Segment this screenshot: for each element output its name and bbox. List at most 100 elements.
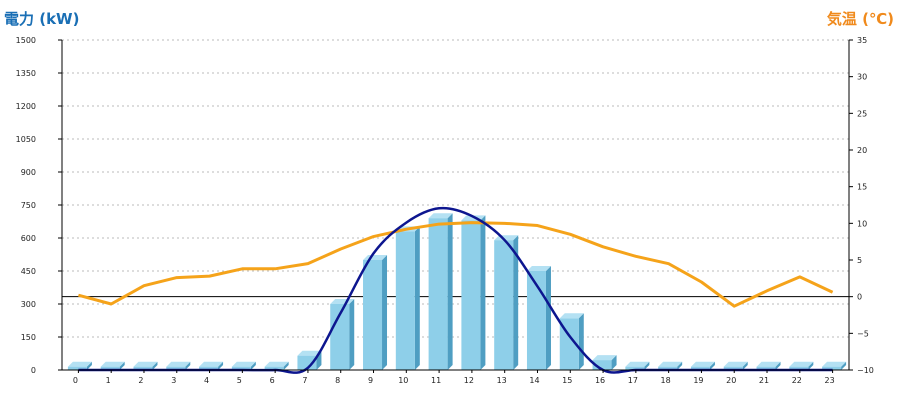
left-tick-label: 1050 — [16, 135, 36, 144]
left-tick-label: 300 — [21, 300, 36, 309]
bar — [395, 231, 415, 370]
bar-side — [480, 215, 486, 370]
power-line — [78, 206, 833, 374]
right-tick-label: 5 — [857, 256, 862, 265]
left-tick-label: 1200 — [16, 102, 36, 111]
bar-top — [592, 355, 617, 361]
bar-side — [808, 361, 814, 370]
right-tick-label: 10 — [857, 219, 867, 228]
x-tick-label: 20 — [726, 376, 736, 385]
bar-side — [644, 361, 650, 370]
bar — [231, 366, 251, 370]
bar-top — [756, 361, 781, 367]
x-tick-label: 7 — [302, 376, 307, 385]
x-tick-label: 21 — [759, 376, 769, 385]
bar — [330, 304, 350, 370]
temperature-line — [78, 221, 834, 308]
left-tick-label: 0 — [31, 366, 36, 375]
bar-top — [264, 361, 289, 367]
bar-top — [690, 361, 715, 367]
bar-side — [349, 299, 355, 370]
x-tick-label: 4 — [204, 376, 209, 385]
bar — [67, 366, 87, 370]
x-tick-label: 3 — [171, 376, 176, 385]
bar-top — [822, 361, 847, 367]
right-tick-label: 25 — [857, 109, 867, 118]
left-tick-label: 450 — [21, 267, 36, 276]
bar-top — [297, 350, 322, 356]
bar-side — [578, 313, 584, 370]
bar-top — [526, 266, 551, 271]
bar-side — [775, 361, 781, 370]
x-tick-label: 5 — [237, 376, 242, 385]
bar-top — [625, 361, 650, 367]
x-tick-label: 13 — [497, 376, 507, 385]
bar — [756, 366, 776, 370]
bar-top — [100, 361, 125, 367]
bar-side — [841, 361, 847, 370]
bar — [133, 366, 153, 370]
bar-side — [742, 361, 748, 370]
bar — [494, 240, 514, 370]
right-tick-label: 20 — [857, 146, 867, 155]
x-tick-label: 14 — [529, 376, 539, 385]
x-tick-label: 15 — [562, 376, 572, 385]
x-tick-label: 23 — [825, 376, 835, 385]
bar-top — [199, 361, 224, 367]
bar — [363, 260, 383, 370]
bar — [723, 366, 743, 370]
x-tick-label: 9 — [368, 376, 373, 385]
bar-top — [133, 361, 158, 367]
bar-side — [185, 361, 191, 370]
x-tick-label: 1 — [106, 376, 111, 385]
bar-side — [218, 361, 224, 370]
bar-side — [545, 266, 551, 370]
bar-top — [231, 361, 256, 367]
x-tick-label: 8 — [335, 376, 340, 385]
bar — [526, 271, 546, 370]
left-tick-label: 600 — [21, 234, 36, 243]
bar — [461, 220, 481, 370]
bar — [264, 366, 284, 370]
right-tick-label: 15 — [857, 183, 867, 192]
bar — [297, 355, 317, 370]
bar — [166, 366, 186, 370]
x-tick-label: 12 — [464, 376, 474, 385]
x-tick-label: 2 — [138, 376, 143, 385]
bar-top — [428, 213, 453, 219]
bar-top — [789, 361, 814, 367]
right-axis-title: 気温 (℃) — [826, 10, 894, 28]
bar — [592, 360, 612, 370]
bar-side — [250, 361, 256, 370]
bar-side — [677, 361, 683, 370]
left-tick-label: 1350 — [16, 69, 36, 78]
x-tick-label: 22 — [792, 376, 802, 385]
x-tick-label: 11 — [431, 376, 441, 385]
bar-side — [119, 361, 125, 370]
bar-side — [709, 361, 715, 370]
bar — [822, 366, 842, 370]
x-tick-label: 6 — [270, 376, 275, 385]
bar-side — [283, 361, 289, 370]
right-tick-label: −5 — [857, 329, 869, 338]
bar — [100, 366, 120, 370]
left-tick-label: 150 — [21, 333, 36, 342]
right-tick-label: 30 — [857, 73, 867, 82]
bar-top — [559, 313, 584, 319]
x-tick-label: 17 — [628, 376, 638, 385]
bar-side — [382, 255, 388, 370]
left-tick-label: 750 — [21, 201, 36, 210]
bar-top — [658, 361, 683, 367]
x-tick-label: 19 — [693, 376, 703, 385]
left-axis-title: 電力 (kW) — [4, 10, 80, 28]
bar-side — [152, 361, 158, 370]
x-tick-label: 18 — [661, 376, 671, 385]
x-tick-label: 0 — [73, 376, 78, 385]
bar-side — [86, 361, 92, 370]
right-tick-label: −10 — [857, 366, 874, 375]
left-tick-label: 900 — [21, 168, 36, 177]
x-tick-label: 10 — [398, 376, 408, 385]
bar — [690, 366, 710, 370]
